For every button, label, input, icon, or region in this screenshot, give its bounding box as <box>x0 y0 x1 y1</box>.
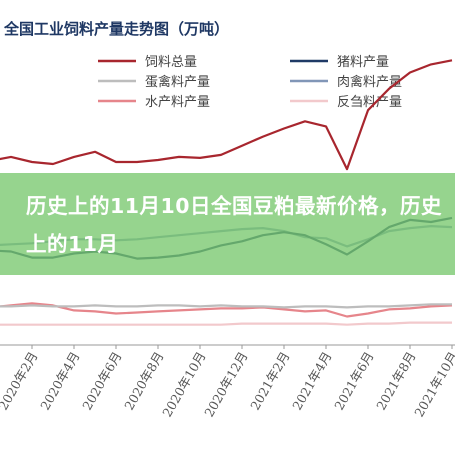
x-tick-label-9: 2021年6月 <box>331 349 376 413</box>
x-tick-label-4: 2020年8月 <box>121 349 166 413</box>
series-line-5 <box>0 321 452 326</box>
x-tick-label-3: 2020年6月 <box>79 349 124 413</box>
series-line-2 <box>0 303 452 309</box>
series-line-4 <box>0 302 453 318</box>
banner-headline: 历史上的11月10日全国豆粕最新价格，历史上的11月 <box>26 194 443 256</box>
headline-banner: 历史上的11月10日全国豆粕最新价格，历史上的11月 <box>0 173 455 275</box>
x-tick-label-11: 2021年10月 <box>411 349 455 419</box>
x-tick-label-6: 2020年12月 <box>201 349 250 419</box>
legend-label-5: 反刍料产量 <box>337 95 402 110</box>
legend-label-0: 饲料总量 <box>145 55 197 70</box>
legend-label-1: 猪料产量 <box>337 55 389 70</box>
x-tick-label-2: 2020年4月 <box>37 349 82 413</box>
x-tick-label-1: 2020年2月 <box>0 349 41 413</box>
legend-label-4: 水产料产量 <box>145 95 210 110</box>
x-tick-label-10: 2021年8月 <box>373 349 418 413</box>
chart-title: 全国工业饲料产量走势图（万吨） <box>4 20 230 38</box>
x-tick-label-8: 2021年4月 <box>289 349 334 413</box>
x-ticks: 2019年12月2020年2月2020年4月2020年6月2020年8月2020… <box>0 345 455 419</box>
legend-label-3: 肉禽料产量 <box>337 74 402 90</box>
x-tick-label-7: 2021年2月 <box>247 349 292 413</box>
series-line-0 <box>0 59 453 171</box>
x-tick-label-5: 2020年10月 <box>159 349 208 419</box>
legend-label-2: 蛋禽料产量 <box>145 74 210 90</box>
